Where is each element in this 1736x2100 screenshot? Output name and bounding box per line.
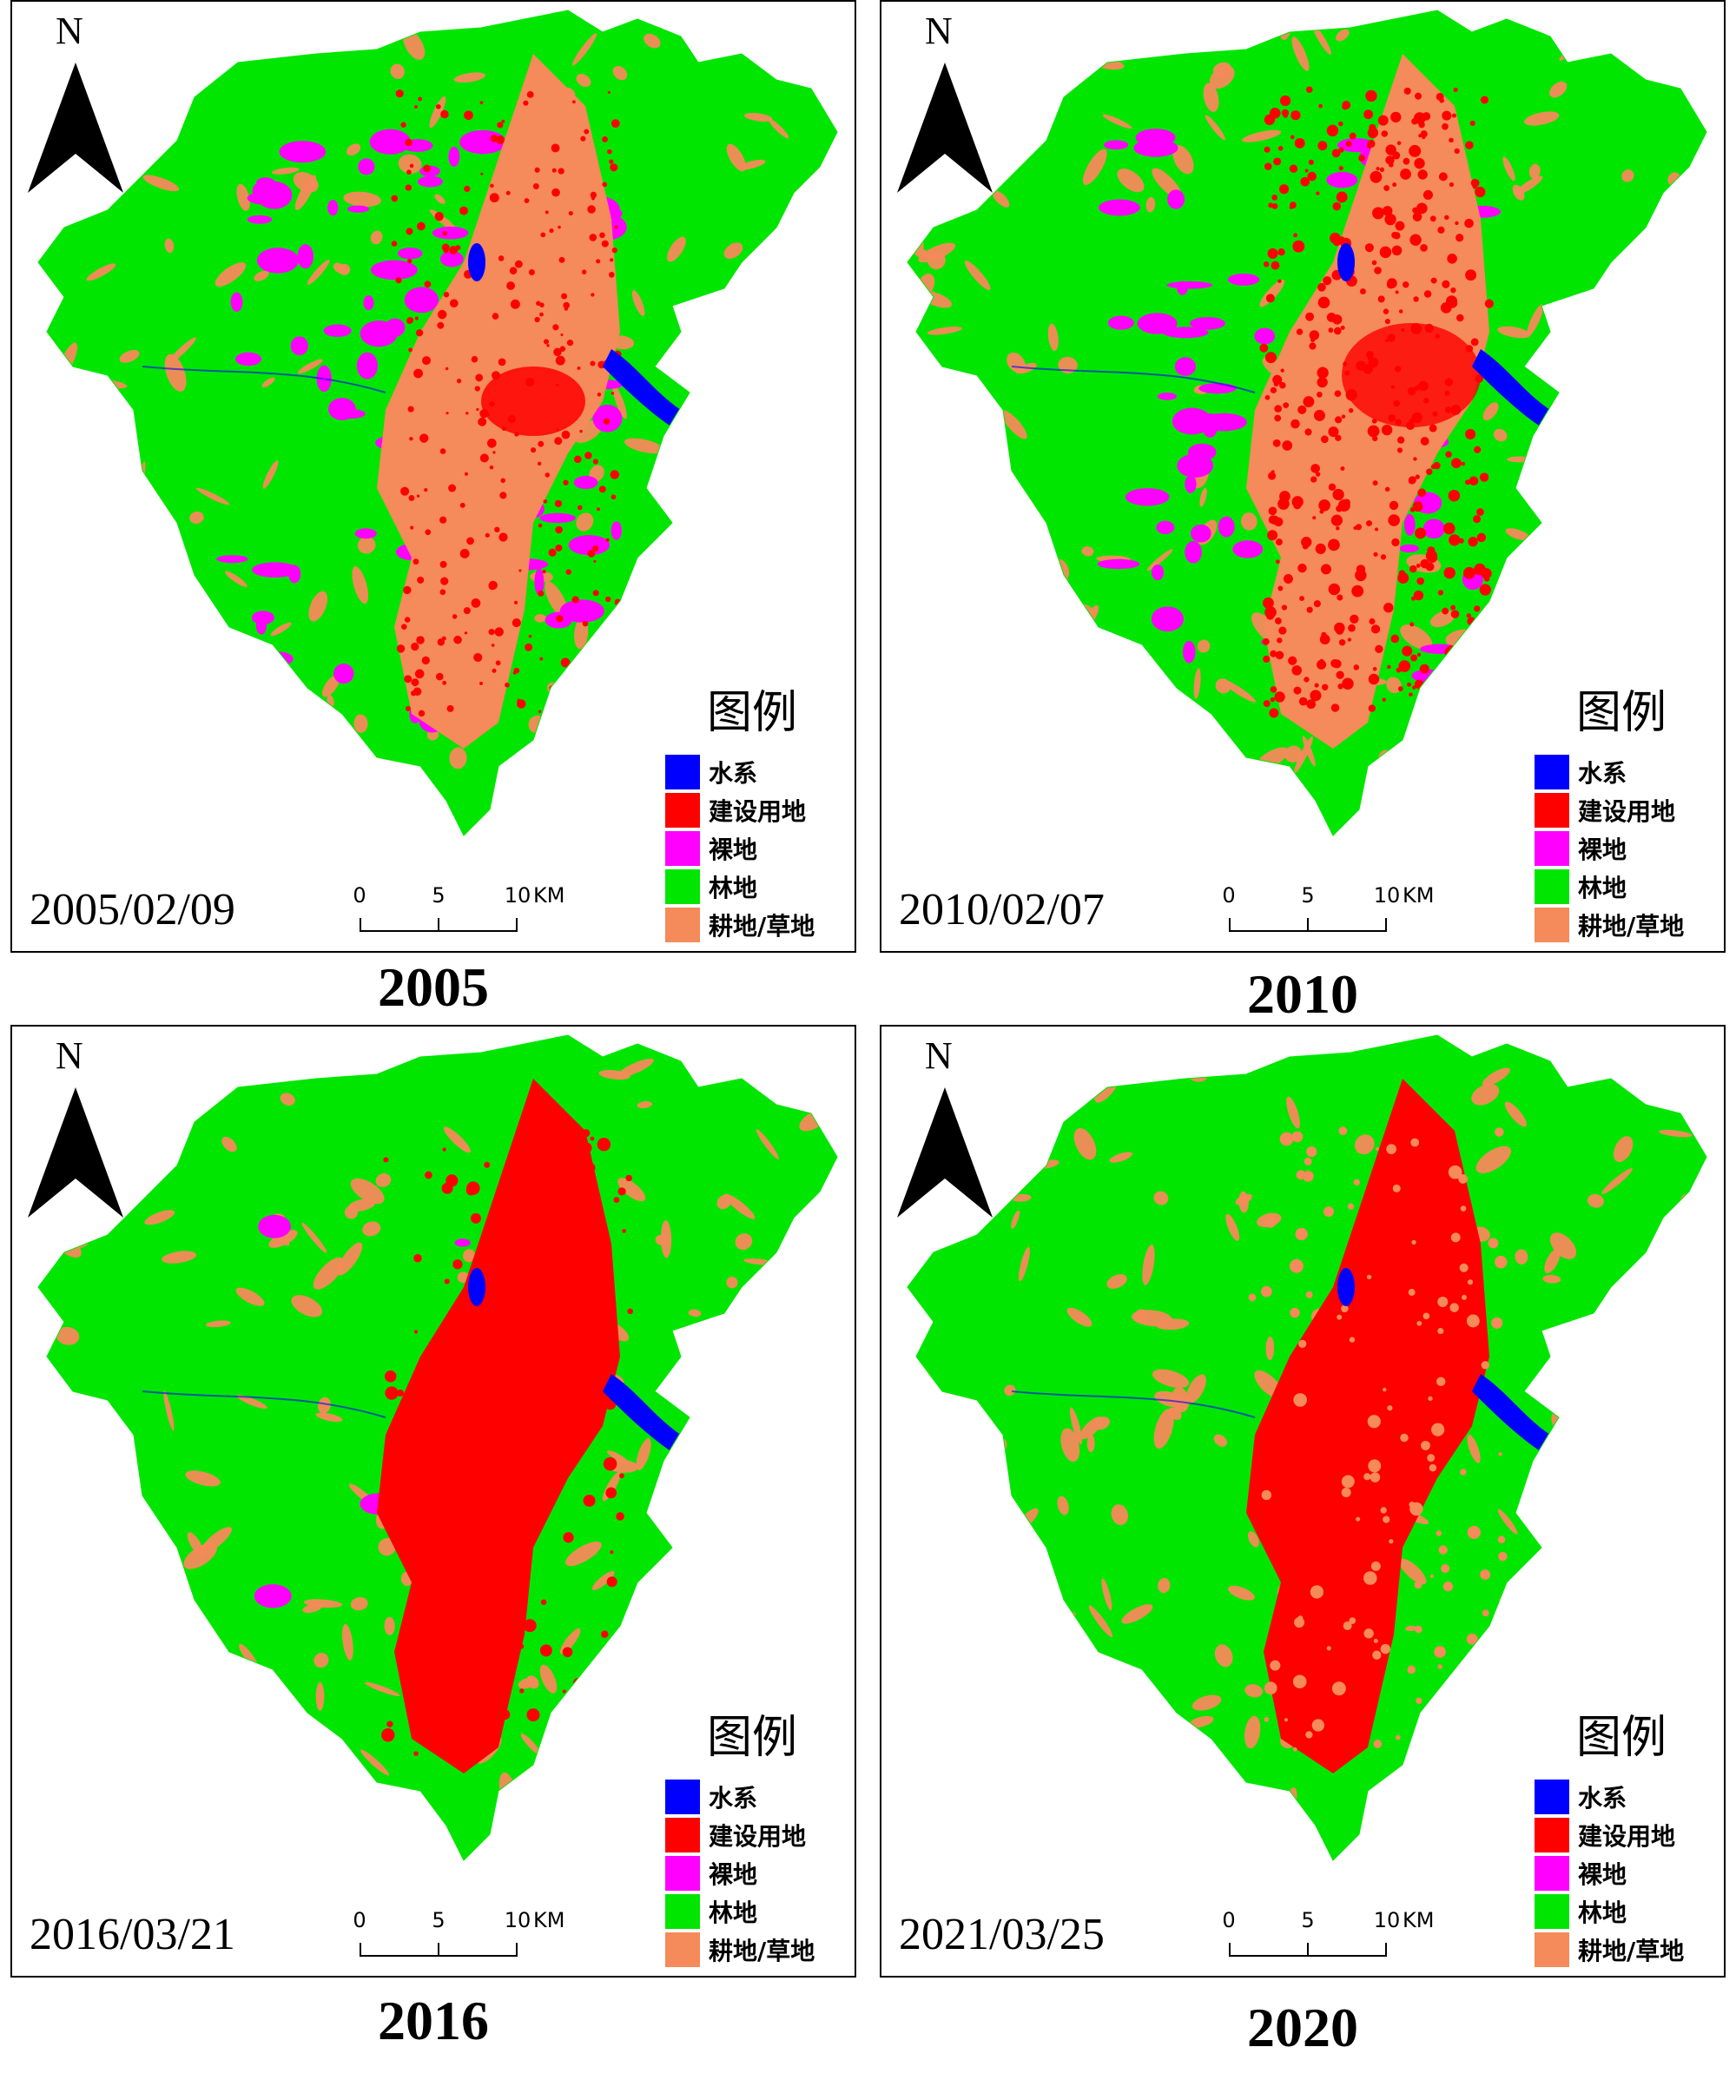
north-arrow-icon xyxy=(28,63,123,193)
scale-tick-label: 5 xyxy=(432,883,446,908)
scale-unit: KM xyxy=(1403,883,1435,908)
legend-item-forest: 林地 xyxy=(665,868,839,906)
scale-tick-label: 10 xyxy=(504,883,531,908)
legend-title: 图例 xyxy=(1575,1712,1667,1764)
legend-item-farmland: 耕地/草地 xyxy=(1535,906,1708,944)
acquisition-date: 2005/02/09 xyxy=(30,885,235,934)
legend-item-built: 建设用地 xyxy=(665,1816,839,1854)
scale-tick-label: 0 xyxy=(353,883,366,908)
legend-swatch xyxy=(665,1932,700,1967)
legend-swatch xyxy=(1535,793,1569,828)
legend-item-built: 建设用地 xyxy=(1535,791,1708,829)
map-frame: N 2016/03/21 0 5 10 KM 图例 水系 建设用地 裸地 林地 … xyxy=(10,1025,856,1978)
legend-swatch xyxy=(665,1894,700,1929)
legend-item-water: 水系 xyxy=(665,1778,839,1816)
map-panel-2010: N 2010/02/07 0 5 10 KM 图例 水系 建设用地 裸地 林地 … xyxy=(880,0,1726,953)
legend-item-forest: 林地 xyxy=(665,1892,839,1931)
panel-year: 2005 xyxy=(378,956,489,1018)
scale-tick-label: 10 xyxy=(504,1908,531,1932)
legend-item-water: 水系 xyxy=(1535,753,1708,791)
scale-unit: KM xyxy=(533,1908,565,1932)
north-label: N xyxy=(56,10,83,52)
map-frame: N 2021/03/25 0 5 10 KM 图例 水系 建设用地 裸地 林地 … xyxy=(880,1025,1726,1978)
scale-bar: 0 5 10 KM xyxy=(353,883,585,935)
land-use-map xyxy=(907,1034,1707,1861)
legend: 图例 水系 建设用地 裸地 林地 耕地/草地 xyxy=(665,1700,839,1969)
north-label: N xyxy=(925,10,953,52)
scale-tick-label: 5 xyxy=(432,1908,446,1932)
legend-item-built: 建设用地 xyxy=(665,791,839,829)
panel-year: 2020 xyxy=(1247,1997,1358,2058)
panel-year: 2016 xyxy=(378,1990,489,2051)
legend-swatch xyxy=(1535,1818,1569,1852)
legend-swatch xyxy=(665,755,700,789)
legend-swatch xyxy=(1535,908,1569,942)
legend-item-water: 水系 xyxy=(1535,1778,1708,1816)
legend-item-farmland: 耕地/草地 xyxy=(665,906,839,944)
panel-year: 2010 xyxy=(1247,963,1358,1025)
legend-title: 图例 xyxy=(706,687,797,739)
scale-tick-label: 0 xyxy=(353,1908,366,1932)
legend-swatch xyxy=(1535,1932,1569,1967)
legend: 图例 水系 建设用地 裸地 林地 耕地/草地 xyxy=(1535,676,1708,944)
legend-title: 图例 xyxy=(1575,687,1667,739)
map-panel-2016: N 2016/03/21 0 5 10 KM 图例 水系 建设用地 裸地 林地 … xyxy=(10,1025,856,1978)
land-use-map xyxy=(907,10,1707,836)
map-frame: N 2010/02/07 0 5 10 KM 图例 水系 建设用地 裸地 林地 … xyxy=(880,0,1726,953)
north-arrow-icon xyxy=(897,1087,993,1218)
legend: 图例 水系 建设用地 裸地 林地 耕地/草地 xyxy=(665,676,839,944)
scale-unit: KM xyxy=(533,883,565,908)
legend-swatch xyxy=(665,1818,700,1852)
map-panel-2005: N 2005/02/09 0 5 10 KM 图例 水系 建设用地 裸地 林地 … xyxy=(10,0,856,953)
legend-item-forest: 林地 xyxy=(1535,1892,1708,1931)
legend-swatch xyxy=(1535,755,1569,789)
legend-item-forest: 林地 xyxy=(1535,868,1708,906)
scale-bar: 0 5 10 KM xyxy=(1222,883,1455,935)
legend-item-bare: 裸地 xyxy=(1535,1854,1708,1892)
legend: 图例 水系 建设用地 裸地 林地 耕地/草地 xyxy=(1535,1700,1708,1969)
scale-tick-label: 10 xyxy=(1373,883,1401,908)
north-label: N xyxy=(925,1034,953,1077)
legend-title: 图例 xyxy=(706,1712,797,1764)
map-frame: N 2005/02/09 0 5 10 KM 图例 水系 建设用地 裸地 林地 … xyxy=(10,0,856,953)
legend-swatch xyxy=(665,908,700,942)
legend-swatch xyxy=(665,869,700,904)
north-arrow-icon xyxy=(28,1087,123,1218)
scale-tick-label: 0 xyxy=(1222,883,1236,908)
legend-swatch xyxy=(665,793,700,828)
legend-item-farmland: 耕地/草地 xyxy=(1535,1931,1708,1969)
legend-item-bare: 裸地 xyxy=(665,829,839,868)
legend-item-built: 建设用地 xyxy=(1535,1816,1708,1854)
scale-tick-label: 5 xyxy=(1301,883,1315,908)
legend-item-farmland: 耕地/草地 xyxy=(665,1931,839,1969)
legend-swatch xyxy=(1535,1894,1569,1929)
legend-swatch xyxy=(1535,1856,1569,1891)
land-use-map xyxy=(37,10,838,836)
scale-unit: KM xyxy=(1403,1908,1435,1932)
scale-tick-label: 0 xyxy=(1222,1908,1236,1932)
map-panel-2020: N 2021/03/25 0 5 10 KM 图例 水系 建设用地 裸地 林地 … xyxy=(880,1025,1726,1978)
acquisition-date: 2016/03/21 xyxy=(30,1910,235,1959)
acquisition-date: 2010/02/07 xyxy=(899,885,1105,934)
legend-swatch xyxy=(1535,831,1569,866)
north-arrow-icon xyxy=(897,63,993,193)
scale-tick-label: 5 xyxy=(1301,1908,1315,1932)
scale-tick-label: 10 xyxy=(1373,1908,1401,1932)
legend-swatch xyxy=(1535,1780,1569,1814)
legend-item-bare: 裸地 xyxy=(1535,829,1708,868)
acquisition-date: 2021/03/25 xyxy=(899,1910,1105,1959)
legend-swatch xyxy=(665,1780,700,1814)
legend-swatch xyxy=(665,1856,700,1891)
legend-item-bare: 裸地 xyxy=(665,1854,839,1892)
land-use-map xyxy=(37,1034,838,1861)
scale-bar: 0 5 10 KM xyxy=(353,1908,585,1960)
legend-swatch xyxy=(1535,869,1569,904)
scale-bar: 0 5 10 KM xyxy=(1222,1908,1455,1960)
legend-item-water: 水系 xyxy=(665,753,839,791)
north-label: N xyxy=(56,1034,83,1077)
legend-swatch xyxy=(665,831,700,866)
